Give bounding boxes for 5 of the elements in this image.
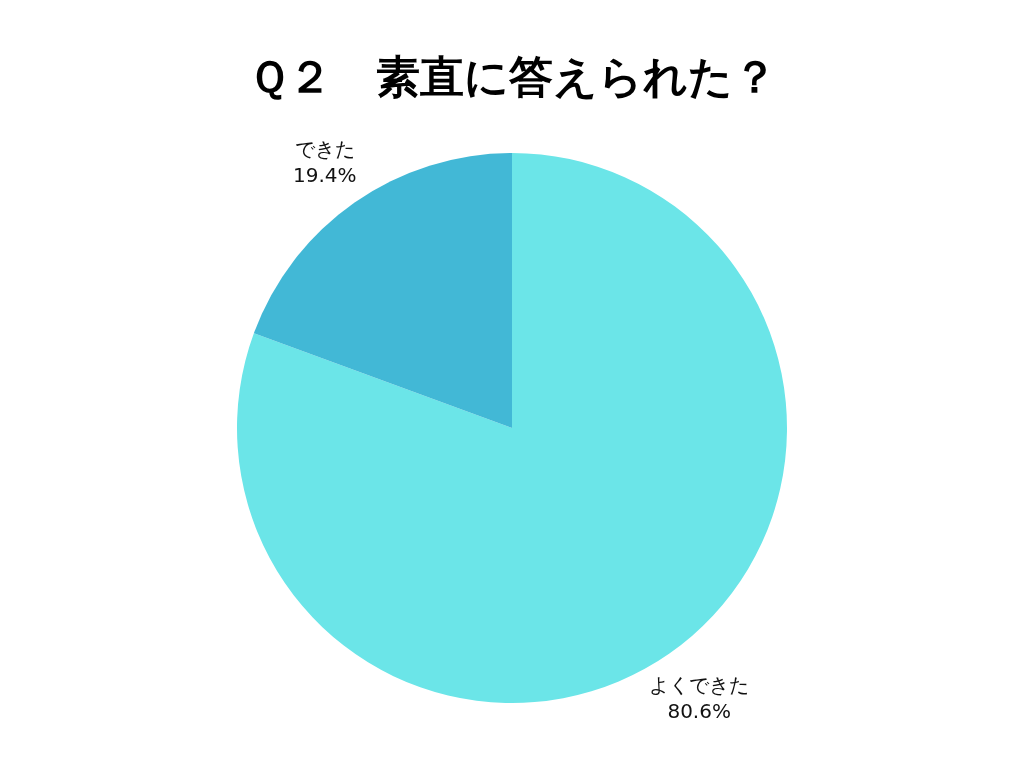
data-label: 80.6% <box>667 699 731 724</box>
slice-label: できた <box>294 136 355 161</box>
data-label: 19.4% <box>293 162 357 187</box>
slice-label: よくできた <box>649 673 750 698</box>
chart-title: Ｑ２ 素直に答えられた？ <box>247 51 777 102</box>
